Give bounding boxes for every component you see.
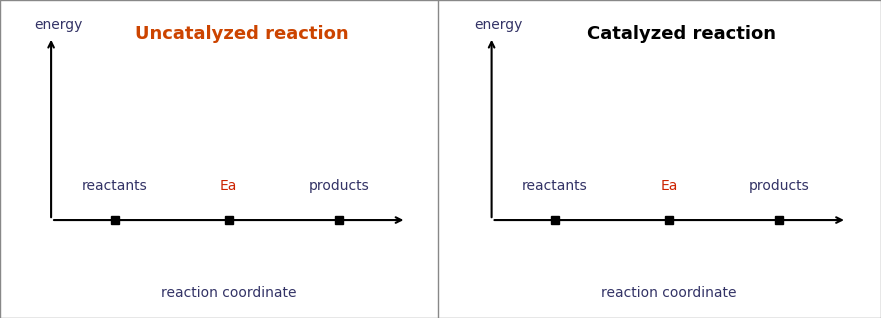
Text: energy: energy <box>475 18 523 32</box>
Text: Catalyzed reaction: Catalyzed reaction <box>588 25 776 43</box>
Text: Ea: Ea <box>220 179 237 193</box>
Text: reactants: reactants <box>522 179 588 193</box>
Text: reaction coordinate: reaction coordinate <box>602 286 737 300</box>
Text: products: products <box>749 179 810 193</box>
Text: Ea: Ea <box>661 179 677 193</box>
Text: energy: energy <box>34 18 83 32</box>
Text: products: products <box>308 179 369 193</box>
Text: Uncatalyzed reaction: Uncatalyzed reaction <box>135 25 348 43</box>
Text: reactants: reactants <box>82 179 147 193</box>
Text: reaction coordinate: reaction coordinate <box>161 286 297 300</box>
